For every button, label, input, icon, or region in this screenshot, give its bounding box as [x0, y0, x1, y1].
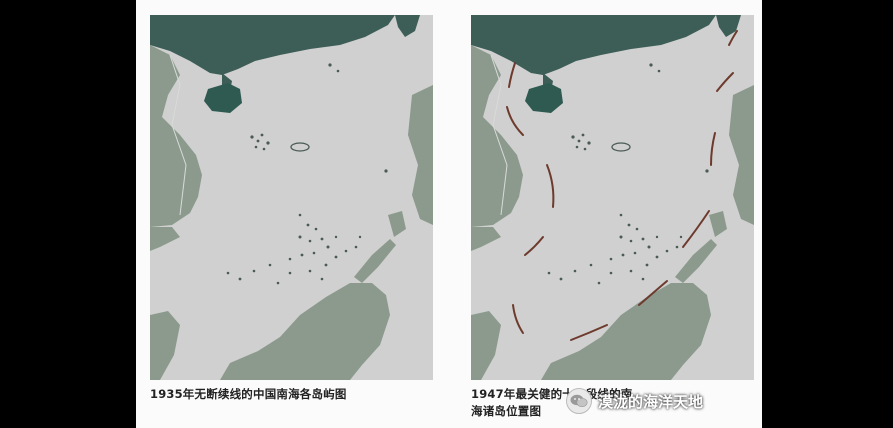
borneo [220, 283, 390, 380]
south-china-sea-map-1935 [150, 15, 433, 380]
paracel-islands [250, 133, 310, 152]
spratly-islands [547, 213, 683, 285]
dash-segment [546, 164, 555, 208]
caption-1935: 1935年无断续线的中国南海各岛屿图 [150, 387, 347, 401]
watermark: 漠泷的海洋天地 [566, 386, 703, 416]
dash-segment [638, 280, 668, 306]
paracel-islands [571, 133, 631, 152]
caption-1947: 1947年最关健的十一段线的南 海诸岛位置图 [471, 386, 751, 420]
dash-segment [570, 324, 608, 341]
south-china-sea-map-1947 [471, 15, 754, 380]
hainan-island [204, 83, 242, 113]
spratly-islands [226, 213, 362, 285]
china-mainland [471, 15, 716, 75]
borneo [541, 283, 711, 380]
dash-segment [506, 106, 524, 136]
wechat-icon [566, 388, 592, 414]
watermark-text: 漠泷的海洋天地 [598, 392, 704, 411]
dash-segment [512, 304, 524, 334]
philippines [408, 85, 433, 225]
dash-segment [728, 30, 738, 46]
hainan-island [525, 83, 563, 113]
dash-segment [524, 236, 544, 256]
dash-segment [508, 62, 516, 88]
map-1947 [471, 15, 754, 380]
eleven-dash-line [506, 30, 738, 341]
dash-segment [710, 132, 716, 166]
caption-1947-line2: 海诸岛位置图 [471, 404, 542, 418]
dash-segment [716, 72, 734, 92]
map-1935 [150, 15, 433, 380]
dash-segment [682, 210, 710, 248]
philippines [729, 85, 754, 225]
china-mainland [150, 15, 395, 75]
taiwan [716, 15, 741, 37]
taiwan [395, 15, 420, 37]
caption-1947-line1: 1947年最关健的十一段线的南 [471, 387, 633, 401]
